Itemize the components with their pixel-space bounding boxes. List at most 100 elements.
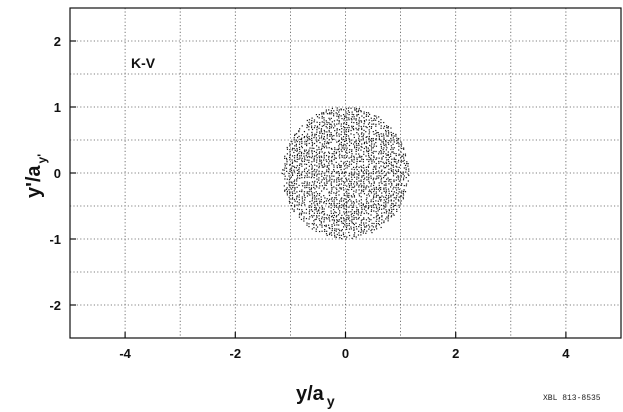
data-point [337,140,340,143]
data-point [328,152,331,154]
data-point [340,206,342,209]
data-point [300,138,302,141]
data-point [330,132,332,134]
y-tick-label: -2 [49,298,61,313]
data-point [340,234,342,237]
data-point [343,184,345,186]
data-point [311,139,313,142]
data-point [293,206,296,208]
data-point [381,195,383,197]
data-point [352,222,354,225]
data-point [343,138,345,141]
data-point [291,149,293,151]
data-point [311,131,313,134]
data-point [293,210,295,213]
data-point [343,127,346,129]
data-point [353,190,355,192]
data-point [388,212,390,214]
data-point [388,179,390,181]
data-point [313,182,315,184]
data-point [358,174,360,177]
data-point [402,171,404,173]
data-point [331,225,333,228]
data-point [319,132,321,135]
data-point [305,163,308,166]
data-point [381,135,383,137]
data-point [300,145,303,147]
data-point [286,159,288,161]
data-point [323,155,325,157]
data-point [353,186,355,189]
data-point [362,203,364,205]
data-point [385,153,387,155]
data-point [301,190,303,193]
data-point [318,167,320,169]
x-tick-label: 0 [342,346,349,361]
data-point [300,214,303,216]
data-point [355,141,357,143]
data-point [298,143,301,145]
data-point [387,151,389,153]
data-point [370,172,372,174]
data-point [373,206,375,209]
data-point [318,194,320,196]
data-point [361,190,363,192]
data-point [311,157,313,159]
data-point [365,155,367,157]
data-point [325,217,327,219]
data-point [306,174,308,176]
data-point [296,204,298,206]
data-point [309,200,311,203]
data-point [378,153,380,155]
data-point [358,147,360,149]
data-point [397,193,399,195]
data-point [370,149,373,151]
data-point [360,220,362,222]
data-point [390,163,392,165]
data-point [361,175,363,177]
data-point [350,204,352,206]
data-point [324,131,326,133]
data-point [376,208,378,210]
data-point [373,145,375,147]
data-point [306,126,308,129]
data-point [356,228,358,230]
data-point [388,183,390,185]
data-point [331,188,333,190]
data-point [348,117,350,119]
data-point [390,134,393,136]
data-point [338,183,340,185]
data-point [356,178,358,180]
data-point [305,217,308,220]
data-point [346,113,348,115]
data-point [397,141,399,144]
data-point [351,121,353,123]
data-point [353,223,355,226]
data-point [356,146,358,149]
data-point [400,175,402,177]
data-point [397,199,399,201]
data-point [293,182,296,185]
data-point [333,175,335,177]
data-point [365,205,367,207]
data-point [387,153,389,156]
data-point [372,140,374,142]
data-point [343,213,346,215]
data-point [386,125,388,127]
data-point [330,123,332,125]
data-point [342,222,345,225]
data-point [308,119,311,121]
data-point [400,156,402,159]
data-point [391,139,393,141]
data-point [370,210,372,212]
data-point [350,211,352,213]
data-point [321,143,324,145]
data-point [402,192,404,194]
data-point [343,140,346,143]
data-point [391,183,393,185]
data-point [326,142,328,145]
data-point [343,181,345,183]
data-point [387,188,390,190]
data-point [380,175,382,177]
data-point [342,113,345,116]
